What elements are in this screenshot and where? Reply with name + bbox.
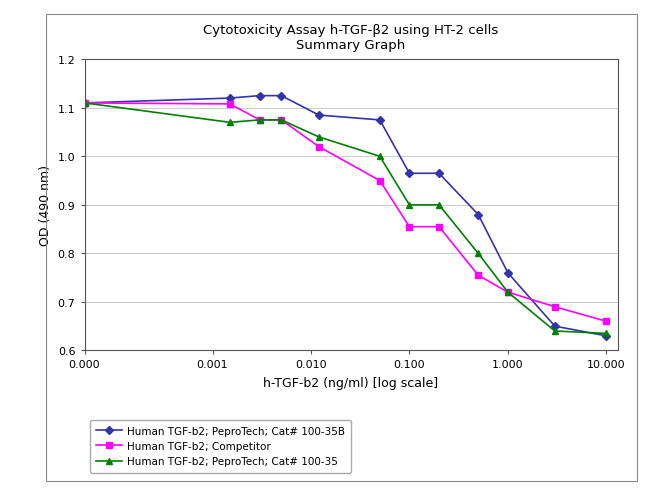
Human TGF-b2; Competitor xyxy=(278,118,285,124)
Human TGF-b2; PeproTech; Cat# 100-35B xyxy=(226,96,234,102)
Human TGF-b2; PeproTech; Cat# 100-35 xyxy=(603,331,610,337)
Human TGF-b2; PeproTech; Cat# 100-35 xyxy=(226,120,234,126)
Human TGF-b2; PeproTech; Cat# 100-35B xyxy=(81,101,88,107)
Human TGF-b2; PeproTech; Cat# 100-35 xyxy=(81,101,88,107)
Line: Human TGF-b2; PeproTech; Cat# 100-35B: Human TGF-b2; PeproTech; Cat# 100-35B xyxy=(82,94,609,339)
Human TGF-b2; PeproTech; Cat# 100-35 xyxy=(315,135,322,141)
Human TGF-b2; PeproTech; Cat# 100-35 xyxy=(474,251,482,257)
Human TGF-b2; Competitor xyxy=(81,101,88,107)
Title: Cytotoxicity Assay h-TGF-β2 using HT-2 cells
Summary Graph: Cytotoxicity Assay h-TGF-β2 using HT-2 c… xyxy=(203,24,499,52)
Human TGF-b2; PeproTech; Cat# 100-35B xyxy=(406,171,413,177)
Human TGF-b2; PeproTech; Cat# 100-35 xyxy=(504,290,512,296)
Human TGF-b2; PeproTech; Cat# 100-35B xyxy=(278,93,285,99)
Human TGF-b2; Competitor xyxy=(376,178,384,184)
Human TGF-b2; PeproTech; Cat# 100-35 xyxy=(435,202,443,208)
Human TGF-b2; Competitor xyxy=(504,290,512,296)
Human TGF-b2; Competitor xyxy=(603,319,610,325)
Human TGF-b2; PeproTech; Cat# 100-35B xyxy=(315,113,322,119)
Human TGF-b2; PeproTech; Cat# 100-35B xyxy=(435,171,443,177)
Human TGF-b2; Competitor xyxy=(315,144,322,150)
Human TGF-b2; Competitor xyxy=(255,118,263,124)
Human TGF-b2; Competitor xyxy=(435,224,443,230)
X-axis label: h-TGF-b2 (ng/ml) [log scale]: h-TGF-b2 (ng/ml) [log scale] xyxy=(263,377,439,390)
Human TGF-b2; PeproTech; Cat# 100-35B xyxy=(376,118,384,124)
Human TGF-b2; Competitor xyxy=(226,102,234,108)
Human TGF-b2; Competitor xyxy=(406,224,413,230)
Human TGF-b2; PeproTech; Cat# 100-35B xyxy=(474,212,482,218)
Human TGF-b2; PeproTech; Cat# 100-35 xyxy=(376,154,384,160)
Legend: Human TGF-b2; PeproTech; Cat# 100-35B, Human TGF-b2; Competitor, Human TGF-b2; P: Human TGF-b2; PeproTech; Cat# 100-35B, H… xyxy=(90,420,352,472)
Line: Human TGF-b2; PeproTech; Cat# 100-35: Human TGF-b2; PeproTech; Cat# 100-35 xyxy=(81,100,610,337)
Human TGF-b2; Competitor xyxy=(474,273,482,279)
Human TGF-b2; PeproTech; Cat# 100-35 xyxy=(406,202,413,208)
Human TGF-b2; PeproTech; Cat# 100-35 xyxy=(255,118,263,124)
Human TGF-b2; Competitor xyxy=(551,304,559,310)
Human TGF-b2; PeproTech; Cat# 100-35B xyxy=(551,324,559,330)
Human TGF-b2; PeproTech; Cat# 100-35B xyxy=(255,93,263,99)
Y-axis label: OD (490 nm): OD (490 nm) xyxy=(39,165,52,246)
Human TGF-b2; PeproTech; Cat# 100-35 xyxy=(278,118,285,124)
Line: Human TGF-b2; Competitor: Human TGF-b2; Competitor xyxy=(82,101,609,325)
Human TGF-b2; PeproTech; Cat# 100-35B xyxy=(504,270,512,276)
Human TGF-b2; PeproTech; Cat# 100-35B xyxy=(603,333,610,339)
Human TGF-b2; PeproTech; Cat# 100-35 xyxy=(551,328,559,334)
